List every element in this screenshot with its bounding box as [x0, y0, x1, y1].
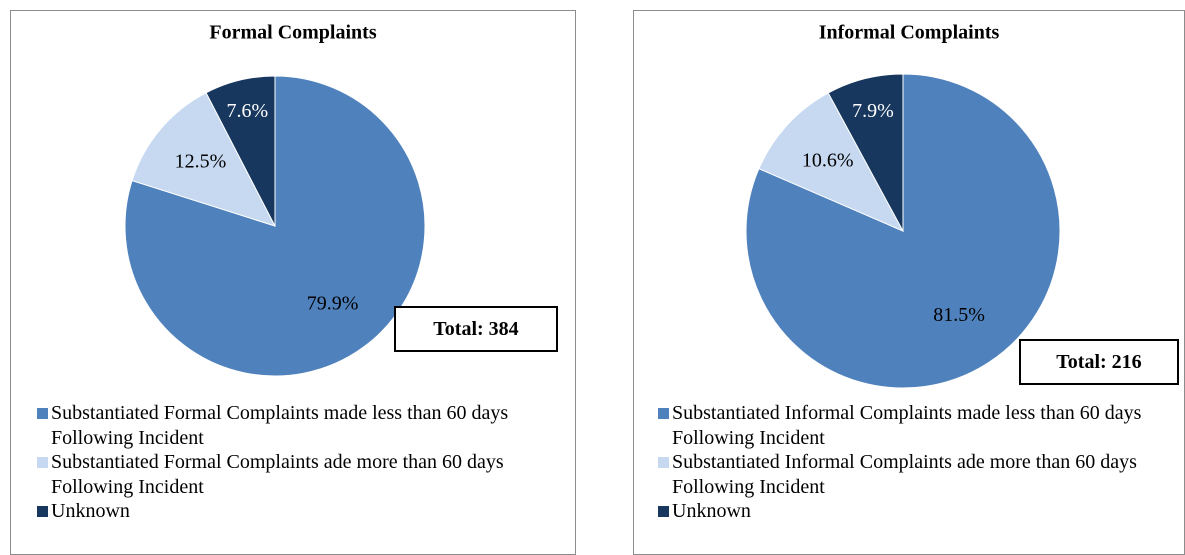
chart-panel: Informal Complaints 81.5% 10.6% 7.9% Total: …: [633, 10, 1185, 555]
data-label: 10.6%: [802, 150, 854, 172]
pie-slice: [827, 73, 904, 232]
pie-slice: [745, 73, 1061, 389]
legend-item: Substantiated Informal Complaints ade mo…: [658, 450, 1178, 499]
chart-title: Formal Complaints: [209, 22, 376, 44]
data-label: 7.6%: [226, 100, 268, 122]
pie-slice: [205, 75, 276, 227]
data-label: 81.5%: [933, 304, 985, 326]
legend-label: Unknown: [51, 500, 130, 522]
legend-swatch: [37, 408, 48, 419]
legend-label: Substantiated Formal Complaints ade more…: [51, 451, 504, 498]
total-annotation: Total: 216: [1019, 339, 1179, 385]
total-annotation: Total: 384: [394, 306, 558, 352]
data-label: 79.9%: [307, 292, 359, 314]
legend-label: Substantiated Formal Complaints made les…: [51, 402, 509, 449]
legend-item: Substantiated Formal Complaints made les…: [37, 401, 567, 450]
data-label: 12.5%: [175, 151, 227, 173]
chart-title: Informal Complaints: [819, 22, 1000, 44]
legend-swatch: [658, 457, 669, 468]
legend-item: Substantiated Formal Complaints ade more…: [37, 450, 567, 499]
pie-slice: [758, 92, 905, 233]
legend-label: Substantiated Informal Complaints ade mo…: [672, 451, 1137, 498]
legend-swatch: [37, 506, 48, 517]
legend-swatch: [37, 457, 48, 468]
data-label: 7.9%: [852, 100, 894, 122]
legend-swatch: [658, 506, 669, 517]
legend-label: Substantiated Informal Complaints made l…: [672, 402, 1142, 449]
legend-item: Unknown: [658, 499, 1178, 524]
legend-swatch: [658, 408, 669, 419]
legend: Substantiated Formal Complaints made les…: [37, 401, 567, 524]
pie-slice: [131, 92, 276, 227]
legend-item: Unknown: [37, 499, 567, 524]
legend-item: Substantiated Informal Complaints made l…: [658, 401, 1178, 450]
chart-panel: Formal Complaints 79.9% 12.5% 7.6% Total: 38…: [10, 10, 576, 555]
chart: Informal Complaints 81.5% 10.6% 7.9%: [745, 22, 1061, 389]
legend: Substantiated Informal Complaints made l…: [658, 401, 1178, 524]
legend-label: Unknown: [672, 500, 751, 522]
chart: Formal Complaints 79.9% 12.5% 7.6%: [124, 22, 426, 377]
